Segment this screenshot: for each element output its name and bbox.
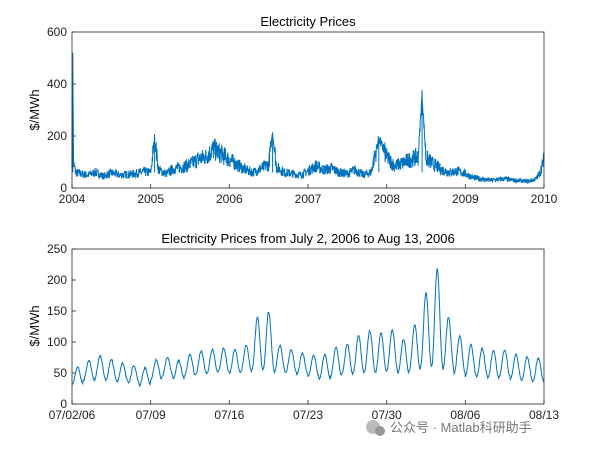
bottom-chart-ytick-label: 200 xyxy=(47,273,67,287)
top-chart-xtick-label: 2008 xyxy=(373,192,400,206)
wechat-icon-bubble xyxy=(375,426,385,436)
top-chart-xtick-label: 2004 xyxy=(59,192,86,206)
bottom-chart-ytick-label: 250 xyxy=(47,242,67,256)
bottom-chart-xtick-label: 07/23 xyxy=(293,408,323,422)
bottom-chart-ytick-label: 100 xyxy=(47,335,67,349)
bottom-chart-xtick-label: 08/06 xyxy=(450,408,480,422)
top-chart-ytick-label: 600 xyxy=(47,25,67,39)
top-chart-xtick-label: 2009 xyxy=(452,192,479,206)
bottom-chart-xtick-label: 07/30 xyxy=(372,408,402,422)
bottom-chart-axes-box xyxy=(71,248,545,405)
top-chart-ytick-label: 400 xyxy=(47,77,67,91)
top-chart-series-line xyxy=(71,52,545,185)
watermark-text: 公众号 · Matlab科研助手 xyxy=(390,420,532,435)
bottom-chart-series-line xyxy=(71,268,544,388)
bottom-chart-ytick-label: 0 xyxy=(60,397,67,411)
bottom-chart-ylabel: $/MWh xyxy=(27,305,42,346)
bottom-chart-ytick-label: 150 xyxy=(47,304,67,318)
top-chart-xtick-label: 2007 xyxy=(295,192,322,206)
top-chart-axes-box xyxy=(71,31,545,189)
bottom-chart: Electricity Prices from July 2, 2006 to … xyxy=(27,231,559,422)
bottom-chart-title: Electricity Prices from July 2, 2006 to … xyxy=(161,231,454,246)
top-chart-ytick-label: 200 xyxy=(47,129,67,143)
bottom-chart-ytick-label: 50 xyxy=(54,366,68,380)
top-chart-title: Electricity Prices xyxy=(260,14,356,29)
top-chart-xtick-label: 2010 xyxy=(531,192,558,206)
top-chart: Electricity Prices $/MWh 2004 2005 2006 200… xyxy=(27,14,558,206)
top-chart-xtick-label: 2005 xyxy=(137,192,164,206)
top-chart-ylabel: $/MWh xyxy=(27,89,42,130)
bottom-chart-xtick-label: 08/13 xyxy=(529,408,559,422)
bottom-chart-xtick-label: 07/09 xyxy=(136,408,166,422)
top-chart-xtick-label: 2006 xyxy=(216,192,243,206)
top-chart-ytick-label: 0 xyxy=(60,181,67,195)
bottom-chart-xtick-label: 07/02/06 xyxy=(49,408,96,422)
watermark: 公众号 · Matlab科研助手 xyxy=(366,420,532,436)
bottom-chart-xtick-label: 07/16 xyxy=(214,408,244,422)
